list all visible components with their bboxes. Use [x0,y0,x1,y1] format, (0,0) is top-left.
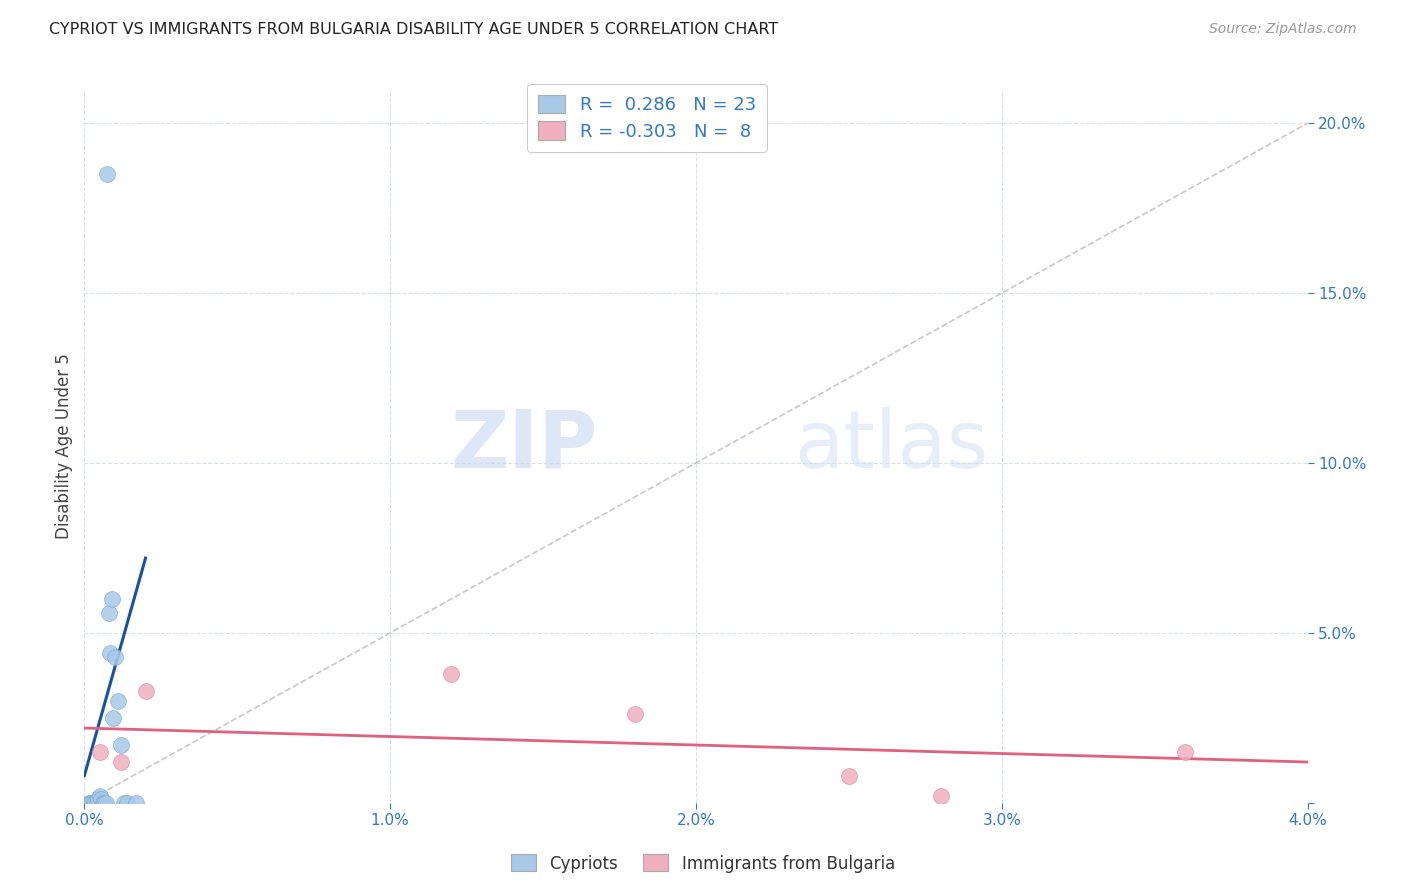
Point [135,683,157,698]
Point [110,755,132,769]
Legend: R =  0.286   N = 23, R = -0.303   N =  8: R = 0.286 N = 23, R = -0.303 N = 8 [527,84,766,152]
Point [77,796,100,810]
Legend: Cypriots, Immigrants from Bulgaria: Cypriots, Immigrants from Bulgaria [505,847,901,880]
Point [83,796,105,810]
Point [89,789,111,803]
Point [440,666,463,681]
Point [1174,745,1197,759]
Point [97,606,120,620]
Point [91,796,114,810]
Point [96,167,118,181]
Point [98,646,121,660]
Point [624,707,647,722]
Point [87,792,110,806]
Y-axis label: Disability Age Under 5: Disability Age Under 5 [55,353,73,539]
Point [80,796,103,810]
Point [103,711,125,725]
Point [89,745,111,759]
Point [90,792,112,806]
Point [107,694,129,708]
Point [84,796,107,810]
Point [93,796,115,810]
Point [86,796,108,810]
Point [79,796,101,810]
Text: Source: ZipAtlas.com: Source: ZipAtlas.com [1209,22,1357,37]
Point [110,738,132,752]
Text: ZIP: ZIP [451,407,598,485]
Point [104,649,127,664]
Point [929,789,952,803]
Text: atlas: atlas [794,407,988,485]
Point [115,796,138,810]
Point [125,796,148,810]
Point [112,796,135,810]
Point [101,591,124,606]
Text: CYPRIOT VS IMMIGRANTS FROM BULGARIA DISABILITY AGE UNDER 5 CORRELATION CHART: CYPRIOT VS IMMIGRANTS FROM BULGARIA DISA… [49,22,779,37]
Point [838,769,860,783]
Point [94,796,117,810]
